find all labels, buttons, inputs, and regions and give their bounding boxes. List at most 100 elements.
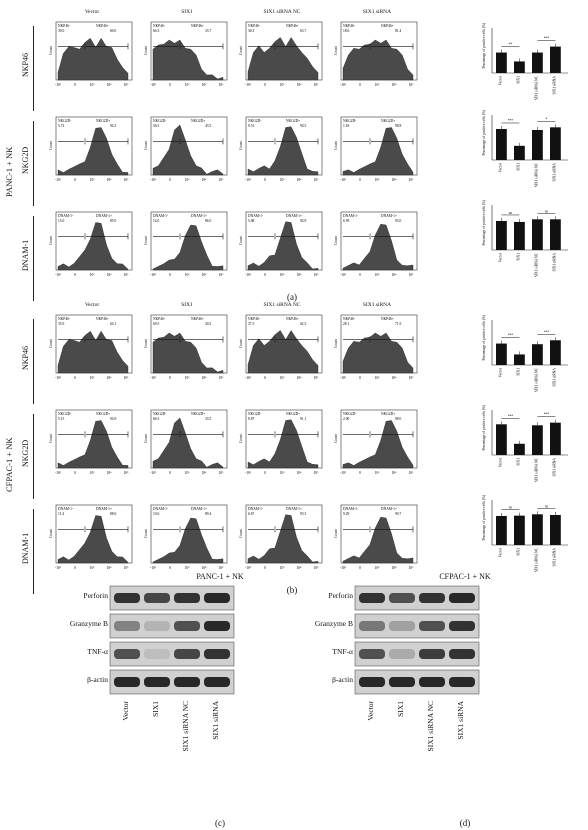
- blot-band: [359, 621, 385, 631]
- gate-pos-label: NKP46+: [381, 24, 394, 28]
- gate-pos-label: DNAM-1+: [286, 214, 302, 218]
- gate-pos-label: NKG2D+: [191, 412, 205, 416]
- gate-neg-label: NKP46-: [343, 317, 356, 321]
- x-tick-label: 10⁵: [124, 376, 130, 380]
- gate-pos-value: 43.5: [205, 124, 211, 128]
- lane-label: Vector: [121, 701, 130, 721]
- gate-pos-label: NKG2D+: [286, 119, 300, 123]
- gate-neg-value: 39.0: [58, 29, 64, 33]
- histogram-shape: [247, 419, 319, 469]
- blot-strip: [109, 641, 235, 667]
- bar: [550, 46, 561, 73]
- gate-pos-value: 93.0: [395, 219, 401, 223]
- x-tick-label: 10³: [90, 178, 96, 182]
- blot-title: PANC-1 + NK: [196, 572, 244, 581]
- blot-band: [204, 593, 230, 603]
- x-tick-label: 10³: [90, 376, 96, 380]
- category-label: SIX1: [516, 76, 520, 84]
- gate-pos-value: 90.5: [300, 124, 306, 128]
- blot-band: [419, 677, 445, 687]
- blot-band: [389, 677, 415, 687]
- blot-band: [389, 593, 415, 603]
- gate-neg-value: 18.6: [343, 29, 349, 33]
- x-tick-label: 10⁴: [107, 471, 113, 475]
- gate-neg-value: 37.5: [248, 322, 254, 326]
- count-axis-label: Count: [144, 141, 148, 150]
- gate-pos-value: 85.0: [110, 219, 116, 223]
- x-tick-label: 10⁵: [314, 273, 320, 277]
- histogram-shape: [57, 37, 129, 81]
- gate-neg-value: 66.3: [153, 29, 159, 33]
- gate-neg-label: NKP46-: [248, 24, 261, 28]
- x-tick-label: -10³: [55, 471, 62, 475]
- gate-pos-value: 98.8: [395, 124, 401, 128]
- x-tick-label: 10⁴: [392, 273, 398, 277]
- column-title: SIX1 siRNA NC: [263, 9, 301, 15]
- x-tick-label: -10³: [55, 566, 62, 570]
- histogram-shape: [152, 517, 224, 564]
- category-label: Vector: [498, 547, 502, 557]
- x-tick-label: 0: [74, 273, 76, 277]
- protein-label: Perforin: [328, 591, 353, 600]
- count-axis-label: Count: [239, 434, 243, 443]
- x-tick-label: 10⁴: [392, 471, 398, 475]
- gate-pos-label: DNAM-1+: [286, 507, 302, 511]
- x-tick-label: 10³: [185, 566, 191, 570]
- x-tick-label: 0: [264, 566, 266, 570]
- x-tick-label: 10⁵: [124, 178, 130, 182]
- blot-band: [174, 649, 200, 659]
- flow-histogram: DNAM-1- DNAM-1+ 14.0 86.0 Count -10³ 0 10³ 10⁴ 10…: [144, 211, 228, 282]
- significance-label: ***: [508, 119, 514, 123]
- x-tick-label: -10³: [55, 376, 62, 380]
- count-axis-label: Count: [334, 434, 338, 443]
- lane-label: SIX1 siRNA: [456, 701, 465, 740]
- x-tick-label: -10³: [245, 178, 252, 182]
- gate-neg-value: 2.00: [343, 417, 349, 421]
- y-axis-label: Percentage of positive cells (%): [482, 22, 486, 69]
- x-tick-label: 10³: [375, 273, 381, 277]
- gate-neg-label: NKP46-: [58, 24, 71, 28]
- gate-pos-label: NKP46+: [381, 317, 394, 321]
- category-label: SIX1: [516, 368, 520, 376]
- x-tick-label: 10⁴: [202, 178, 208, 182]
- flow-histogram: DNAM-1- DNAM-1+ 10.6 89.4 Count -10³ 0 10³ 10⁴ 10…: [144, 504, 228, 575]
- blot-band: [144, 593, 170, 603]
- gate-neg-label: NKG2D-: [58, 412, 72, 416]
- flow-histogram: NKG2D- NKG2D+ 66.5 33.5 Count -10³ 0 10³ 10⁴ 10⁵: [144, 409, 228, 480]
- flow-histogram: NKG2D- NKG2D+ 1.18 98.8 Count -10³ 0 10³ 10⁴ 10⁵: [334, 116, 418, 187]
- x-tick-label: 10³: [280, 376, 286, 380]
- x-tick-label: 10⁵: [409, 273, 415, 277]
- blot-band: [449, 677, 475, 687]
- gate-neg-label: NKP46-: [58, 317, 71, 321]
- x-tick-label: -10³: [150, 178, 157, 182]
- gate-pos-value: 98.0: [395, 417, 401, 421]
- x-tick-label: 10⁴: [107, 566, 113, 570]
- bar: [550, 340, 561, 365]
- flow-histogram: NKP46- NKP46+ 18.6 81.4 Count -10³ 0 10³ 10⁴ 10⁵: [334, 21, 418, 92]
- gate-pos-value: 94.3: [110, 124, 116, 128]
- x-tick-label: 10³: [280, 566, 286, 570]
- blot-band: [449, 649, 475, 659]
- blot-band: [204, 649, 230, 659]
- x-tick-label: 10⁴: [392, 566, 398, 570]
- blot-band: [144, 621, 170, 631]
- flow-histogram: NKG2D- NKG2D+ 5.72 94.3 Count -10³ 0 10³ 10⁴ 10⁵: [49, 116, 133, 187]
- x-tick-label: 0: [359, 178, 361, 182]
- row-divider: [33, 509, 34, 594]
- count-axis-label: Count: [49, 529, 53, 538]
- flow-histogram: NKG2D- NKG2D+ 8.87 91.1 Count -10³ 0 10³ 10⁴ 10⁵: [239, 409, 323, 480]
- count-axis-label: Count: [334, 529, 338, 538]
- count-axis-label: Count: [239, 529, 243, 538]
- gate-pos-value: 33.7: [205, 29, 211, 33]
- significance-label: ***: [544, 330, 550, 334]
- x-tick-label: -10³: [340, 471, 347, 475]
- gate-pos-label: NKG2D+: [96, 119, 110, 123]
- marker-label: DNAM-1: [21, 239, 30, 271]
- x-tick-label: 0: [74, 178, 76, 182]
- gate-neg-label: DNAM-1-: [248, 214, 264, 218]
- histogram-shape: [152, 224, 224, 271]
- histogram-shape: [342, 223, 414, 271]
- column-title: SIX1: [181, 302, 193, 308]
- x-tick-label: 0: [169, 178, 171, 182]
- gate-pos-label: NKP46+: [96, 24, 109, 28]
